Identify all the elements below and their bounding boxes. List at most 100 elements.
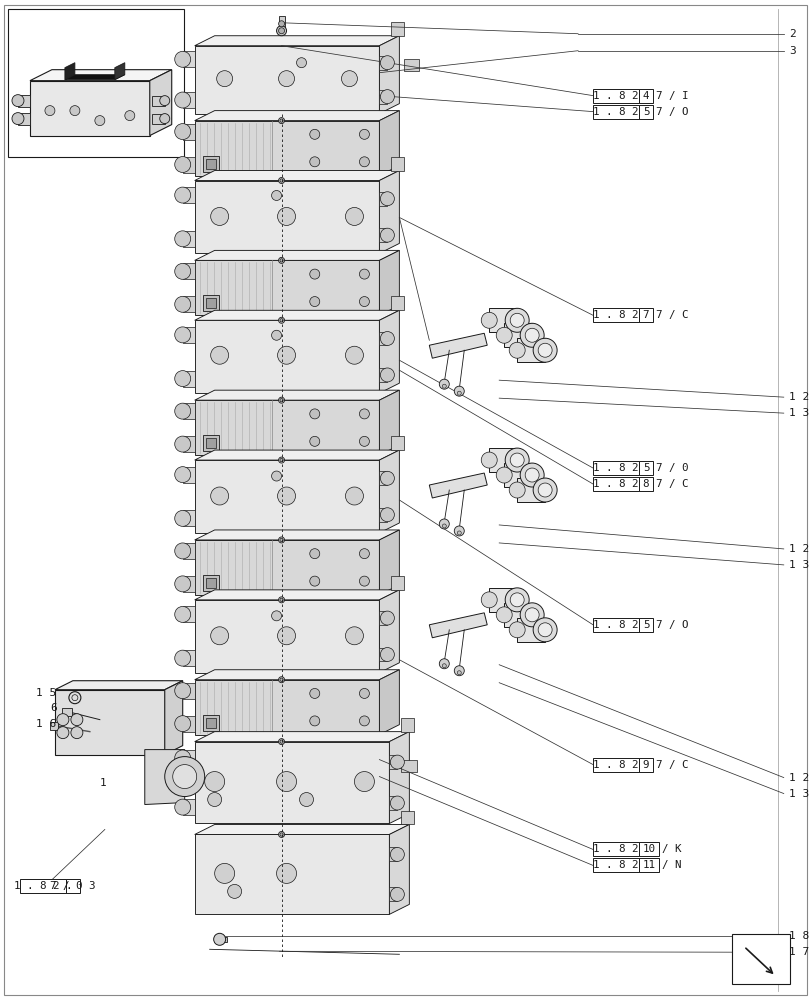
Circle shape — [453, 666, 464, 676]
Circle shape — [520, 323, 543, 347]
Circle shape — [278, 257, 284, 263]
Text: 5: 5 — [642, 107, 649, 117]
Text: / N: / N — [661, 860, 680, 870]
Polygon shape — [182, 716, 195, 732]
Text: 1 2: 1 2 — [787, 773, 808, 783]
Circle shape — [359, 716, 369, 726]
Circle shape — [533, 618, 556, 642]
Bar — [278, 16, 284, 29]
Text: 7 / O: 7 / O — [655, 620, 688, 630]
Polygon shape — [379, 111, 399, 176]
Text: 1 . 8 2: 1 . 8 2 — [593, 860, 638, 870]
Bar — [592, 618, 638, 632]
Circle shape — [278, 457, 284, 463]
Circle shape — [71, 714, 83, 726]
Circle shape — [271, 190, 281, 200]
Circle shape — [45, 106, 55, 116]
Circle shape — [299, 793, 313, 807]
Circle shape — [533, 338, 556, 362]
Polygon shape — [195, 260, 379, 315]
Circle shape — [296, 58, 306, 68]
Circle shape — [174, 716, 191, 732]
Polygon shape — [389, 755, 397, 769]
Text: 7 / C: 7 / C — [655, 760, 688, 770]
Circle shape — [509, 313, 524, 327]
Circle shape — [280, 740, 283, 743]
Circle shape — [277, 487, 295, 505]
Circle shape — [160, 114, 169, 124]
Circle shape — [210, 346, 229, 364]
Circle shape — [442, 524, 446, 528]
Polygon shape — [182, 650, 195, 666]
Polygon shape — [379, 310, 399, 393]
Text: 2: 2 — [787, 29, 795, 39]
Circle shape — [345, 346, 363, 364]
Circle shape — [525, 608, 539, 622]
Circle shape — [359, 297, 369, 307]
Circle shape — [345, 207, 363, 225]
Polygon shape — [182, 510, 195, 526]
Circle shape — [174, 327, 191, 343]
Text: 1 . 8 2 .: 1 . 8 2 . — [14, 881, 72, 891]
Text: 1 3: 1 3 — [787, 789, 808, 799]
Circle shape — [278, 317, 284, 323]
Polygon shape — [389, 887, 397, 901]
Circle shape — [520, 603, 543, 627]
Polygon shape — [379, 390, 399, 455]
Text: 10: 10 — [642, 844, 654, 854]
Polygon shape — [195, 121, 379, 176]
Circle shape — [280, 678, 283, 681]
Bar — [638, 461, 652, 475]
Polygon shape — [65, 63, 75, 80]
Text: 4: 4 — [642, 91, 649, 101]
Circle shape — [390, 796, 404, 810]
Polygon shape — [379, 530, 399, 595]
Bar — [638, 758, 652, 772]
Text: 1 . 8 2: 1 . 8 2 — [593, 479, 638, 489]
Circle shape — [174, 124, 191, 140]
Text: 1 3: 1 3 — [787, 560, 808, 570]
Circle shape — [442, 664, 446, 668]
Circle shape — [380, 611, 394, 625]
Circle shape — [174, 263, 191, 279]
Circle shape — [442, 384, 446, 388]
Text: 1: 1 — [99, 778, 106, 788]
Circle shape — [174, 799, 191, 815]
Circle shape — [278, 739, 284, 745]
Polygon shape — [182, 231, 195, 247]
Circle shape — [359, 409, 369, 419]
Polygon shape — [195, 111, 399, 121]
Circle shape — [345, 627, 363, 645]
Text: 1 . 8 2: 1 . 8 2 — [593, 760, 638, 770]
Circle shape — [508, 622, 525, 638]
Circle shape — [280, 179, 283, 182]
Polygon shape — [182, 543, 195, 559]
Circle shape — [380, 368, 394, 382]
Circle shape — [533, 478, 556, 502]
Circle shape — [496, 327, 512, 343]
Circle shape — [309, 549, 320, 559]
Circle shape — [380, 56, 394, 70]
Polygon shape — [195, 310, 399, 320]
Polygon shape — [65, 75, 125, 80]
Circle shape — [309, 576, 320, 586]
Circle shape — [453, 526, 464, 536]
Text: 7 / I: 7 / I — [655, 91, 688, 101]
Circle shape — [380, 471, 394, 485]
Bar — [203, 715, 218, 731]
Circle shape — [359, 129, 369, 139]
Bar — [205, 438, 216, 448]
Polygon shape — [391, 157, 404, 171]
Circle shape — [277, 207, 295, 225]
Circle shape — [71, 727, 83, 739]
Polygon shape — [182, 750, 195, 766]
Polygon shape — [195, 320, 379, 393]
Polygon shape — [517, 618, 544, 642]
Text: 9: 9 — [642, 760, 649, 770]
Circle shape — [210, 207, 229, 225]
Circle shape — [277, 26, 286, 36]
Polygon shape — [195, 250, 399, 260]
Polygon shape — [30, 81, 149, 136]
Circle shape — [359, 269, 369, 279]
Polygon shape — [30, 70, 171, 81]
